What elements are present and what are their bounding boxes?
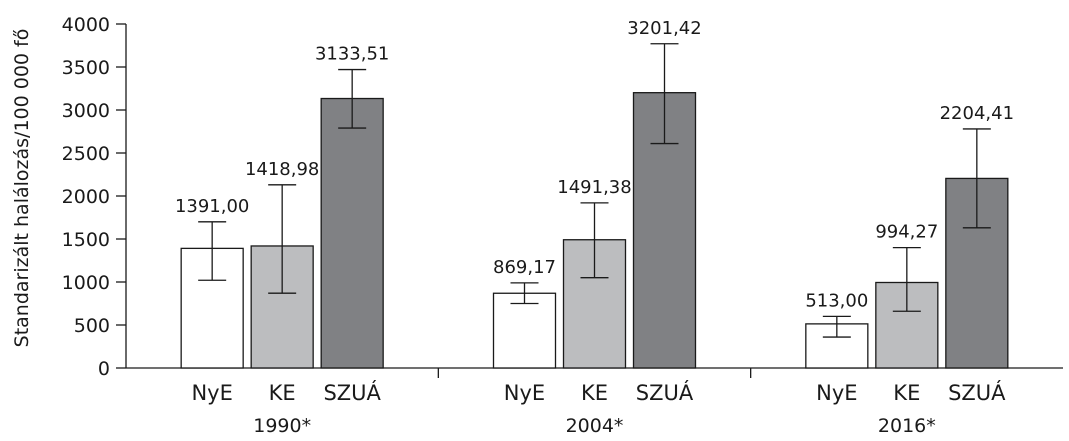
y-tick-label: 0 (98, 358, 110, 380)
y-axis-title: Standarizált halálozás/100 000 fő (11, 29, 33, 348)
x-tick-label: NyE (816, 381, 857, 405)
x-tick-label: SZUÁ (636, 380, 694, 405)
x-group-label: 1990* (253, 415, 311, 437)
data-label: 3133,51 (315, 44, 389, 65)
data-label: 1418,98 (245, 159, 319, 180)
data-label: 3201,42 (627, 18, 701, 39)
x-tick-label: KE (269, 381, 296, 405)
y-ticks: 0 500 1000 1500 2000 2500 3000 3500 4000 (62, 14, 126, 380)
y-tick-label: 1500 (62, 229, 110, 251)
x-tick-label: NyE (504, 381, 545, 405)
y-tick-label: 2500 (62, 143, 110, 165)
bars (180, 43, 1009, 369)
data-label: 994,27 (875, 222, 938, 243)
data-label: 1491,38 (557, 177, 631, 198)
y-tick-label: 4000 (62, 14, 110, 36)
x-tick-label: KE (581, 381, 608, 405)
data-label: 513,00 (805, 290, 868, 311)
x-group-label: 2016* (878, 415, 936, 437)
data-label: 1391,00 (175, 196, 249, 217)
y-tick-label: 3500 (62, 57, 110, 79)
x-group-label: 2004* (566, 415, 624, 437)
x-tick-label: SZUÁ (948, 380, 1006, 405)
data-label: 2204,41 (940, 103, 1014, 124)
x-tick-label: NyE (191, 381, 232, 405)
bar-nye (492, 292, 557, 369)
data-label: 869,17 (493, 257, 556, 278)
y-axis-title-group: Standarizált halálozás/100 000 fő (11, 29, 33, 348)
y-tick-label: 3000 (62, 100, 110, 122)
x-tick-label: SZUÁ (323, 380, 381, 405)
labels: 1391,00 NyE 1418,98 KE 3133,51 SZUÁ 1990* 869,1… (175, 18, 1014, 437)
x-tick-label: KE (893, 381, 920, 405)
y-tick-label: 500 (74, 315, 110, 337)
y-tick-label: 2000 (62, 186, 110, 208)
bar-szuá (320, 97, 384, 369)
y-tick-label: 1000 (62, 272, 110, 294)
